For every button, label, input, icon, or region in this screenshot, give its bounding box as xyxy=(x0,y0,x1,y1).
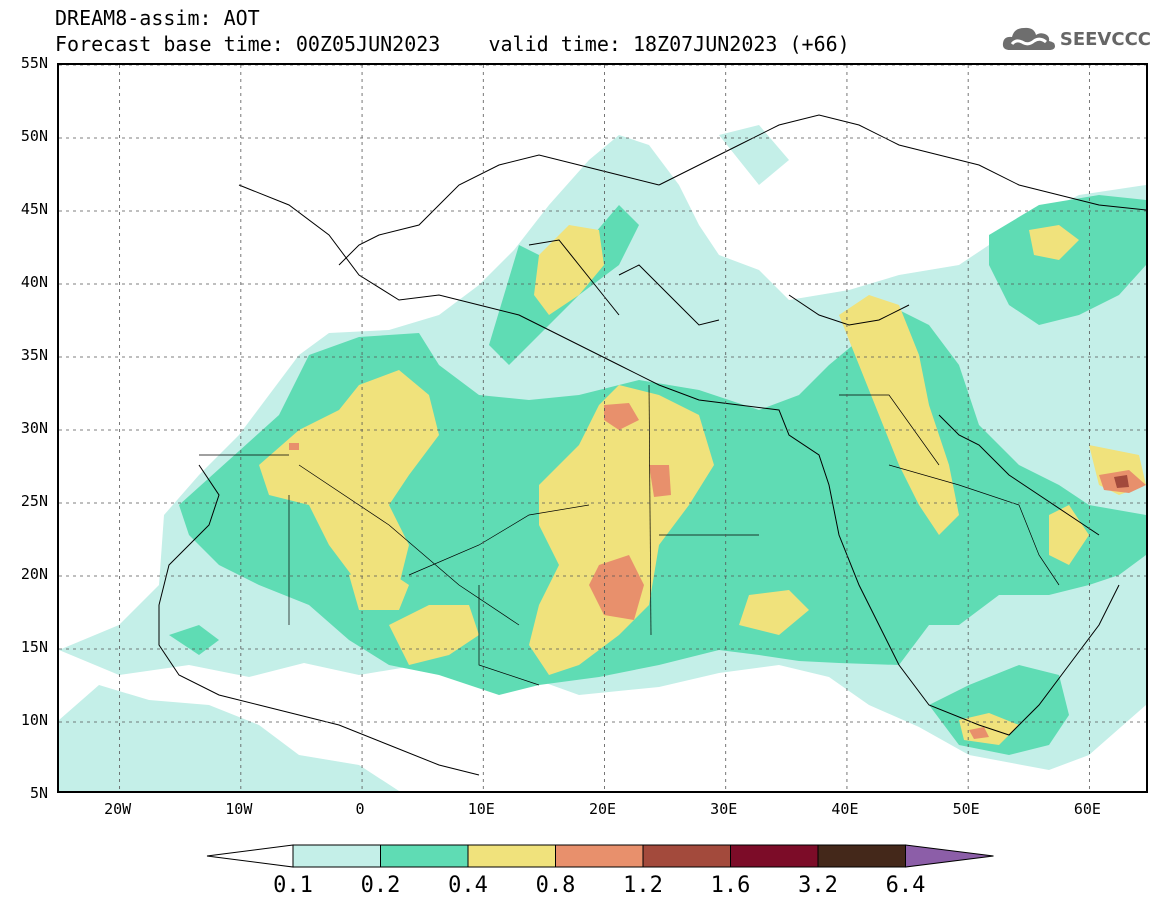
lat-label: 55N xyxy=(20,54,48,72)
lon-label: 0 xyxy=(355,800,365,818)
lat-label: 20N xyxy=(20,565,48,583)
lon-label: 50E xyxy=(952,800,980,818)
colorbar-under-arrow xyxy=(206,844,294,868)
colorbar-bin xyxy=(380,844,469,868)
lat-label: 50N xyxy=(20,127,48,145)
lat-label: 5N xyxy=(29,784,48,802)
lat-label: 30N xyxy=(20,419,48,437)
aot-level-1.2 xyxy=(1114,475,1129,488)
colorbar-bin xyxy=(292,844,381,868)
aot-level-0.4 xyxy=(259,225,1146,745)
colorbar-label: 3.2 xyxy=(798,873,838,898)
colorbar-label: 1.6 xyxy=(710,873,751,898)
lat-label: 15N xyxy=(20,638,48,656)
lon-label: 20W xyxy=(104,800,132,818)
lat-label: 40N xyxy=(20,273,48,291)
colorbar xyxy=(206,844,994,868)
lon-label: 10E xyxy=(467,800,495,818)
colorbar-bin xyxy=(555,844,644,868)
logo-text: SEEVCCC xyxy=(1059,28,1151,50)
lon-label: 30E xyxy=(710,800,738,818)
coastlines xyxy=(158,114,1146,776)
aot-map xyxy=(59,65,1146,791)
country-borders xyxy=(199,384,1060,686)
forecast-time-line: Forecast base time: 00Z05JUN2023 valid t… xyxy=(55,32,850,56)
colorbar-bin xyxy=(642,844,731,868)
colorbar-over-arrow xyxy=(905,844,994,868)
lon-label: 20E xyxy=(588,800,617,818)
lat-label: 35N xyxy=(20,346,48,364)
colorbar-bin xyxy=(730,844,819,868)
colorbar-label: 0.1 xyxy=(273,873,313,898)
seevccc-logo: SEEVCCC xyxy=(1002,24,1151,54)
lon-label: 10W xyxy=(225,800,253,818)
lat-label: 45N xyxy=(20,200,48,218)
aot-level-0.8 xyxy=(289,403,1146,739)
colorbar-label: 0.2 xyxy=(360,873,401,898)
colorbar-label: 0.4 xyxy=(448,873,488,898)
lon-label: 40E xyxy=(831,800,859,818)
lat-label: 10N xyxy=(20,711,48,729)
gridlines xyxy=(59,65,1146,791)
map-title: DREAM8-assim: AOT xyxy=(55,6,260,30)
colorbar-label: 0.8 xyxy=(535,873,576,898)
colorbar-bin xyxy=(467,844,556,868)
lon-label: 60E xyxy=(1073,800,1101,818)
colorbar-label: 6.4 xyxy=(885,873,926,898)
colorbar-label: 1.2 xyxy=(623,873,663,898)
colorbar-bin xyxy=(817,844,906,868)
map-area xyxy=(57,63,1148,793)
lat-label: 25N xyxy=(20,492,48,510)
cloud-icon xyxy=(1002,27,1055,50)
